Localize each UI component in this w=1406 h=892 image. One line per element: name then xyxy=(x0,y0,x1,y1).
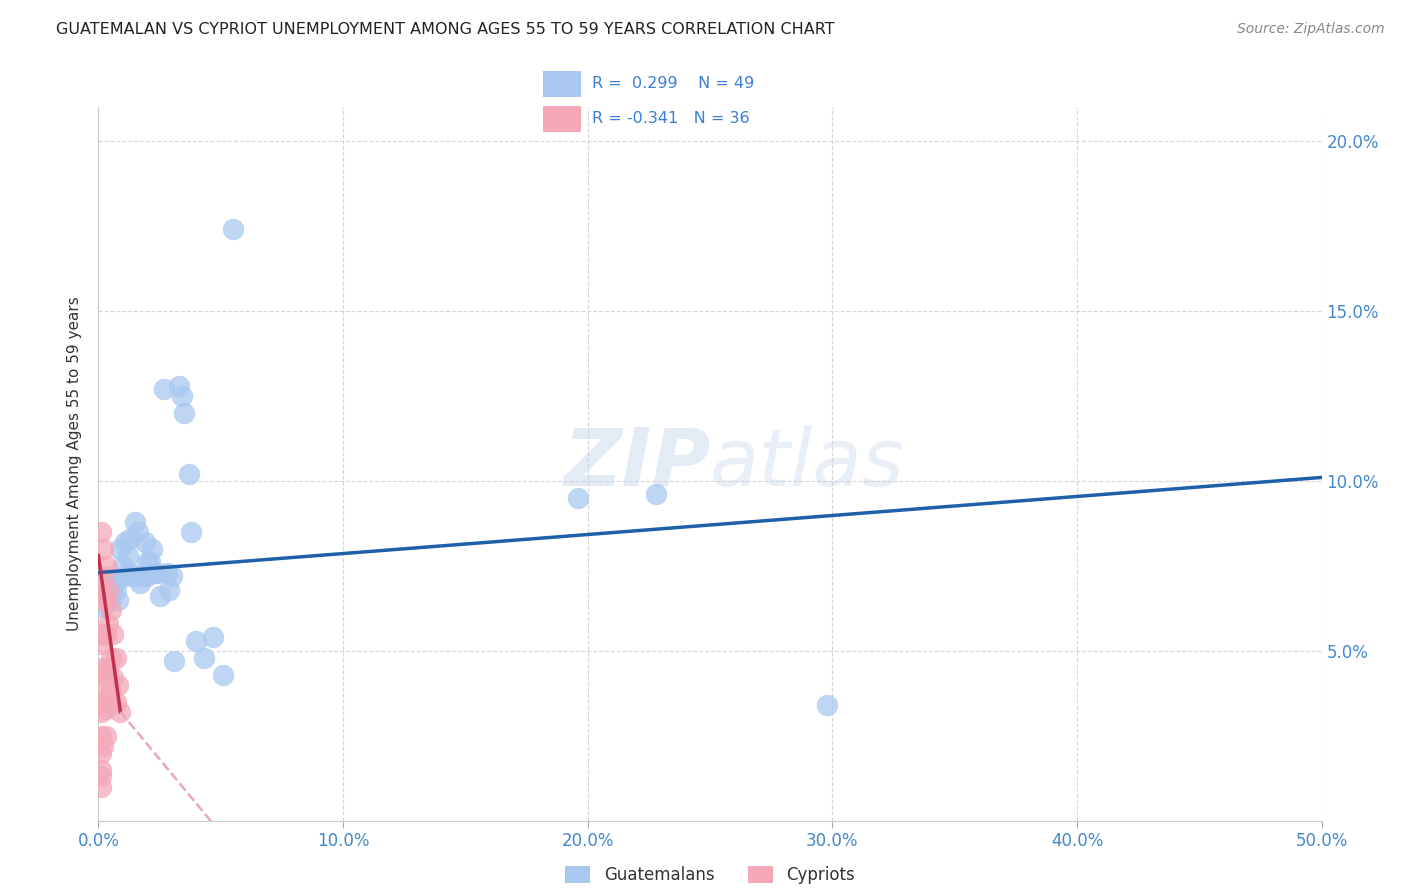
Y-axis label: Unemployment Among Ages 55 to 59 years: Unemployment Among Ages 55 to 59 years xyxy=(67,296,83,632)
Point xyxy=(97,582,120,597)
Point xyxy=(202,630,225,644)
Point xyxy=(91,541,114,556)
Point xyxy=(121,569,143,583)
Point xyxy=(100,603,122,617)
Text: atlas: atlas xyxy=(710,425,905,503)
Text: GUATEMALAN VS CYPRIOT UNEMPLOYMENT AMONG AGES 55 TO 59 YEARS CORRELATION CHART: GUATEMALAN VS CYPRIOT UNEMPLOYMENT AMONG… xyxy=(56,22,835,37)
Point xyxy=(156,566,179,580)
Point xyxy=(90,763,112,777)
Point xyxy=(163,654,186,668)
Point xyxy=(645,487,668,501)
Point xyxy=(120,566,142,580)
Point xyxy=(167,378,190,392)
Point xyxy=(212,667,235,681)
Point xyxy=(114,569,136,583)
Point xyxy=(91,739,114,753)
Point xyxy=(90,729,112,743)
Point xyxy=(91,626,114,640)
Point xyxy=(817,698,839,712)
Text: R =  0.299    N = 49: R = 0.299 N = 49 xyxy=(592,77,754,91)
Point xyxy=(111,558,134,573)
Point xyxy=(94,558,117,573)
Point xyxy=(107,678,129,692)
Point xyxy=(139,555,162,569)
Point xyxy=(90,582,112,597)
Point xyxy=(107,573,129,587)
FancyBboxPatch shape xyxy=(543,106,581,132)
Point xyxy=(90,678,112,692)
Text: Source: ZipAtlas.com: Source: ZipAtlas.com xyxy=(1237,22,1385,37)
Point xyxy=(91,599,114,614)
Point xyxy=(170,389,193,403)
Point xyxy=(107,592,129,607)
Point xyxy=(222,222,245,236)
Point xyxy=(97,661,120,675)
Point xyxy=(91,569,114,583)
Point xyxy=(91,579,114,593)
Point xyxy=(94,573,117,587)
Point xyxy=(101,626,124,640)
Point xyxy=(127,524,149,539)
Point xyxy=(110,705,132,719)
Point xyxy=(101,569,124,583)
Point xyxy=(90,746,112,760)
Point xyxy=(136,555,159,569)
Point xyxy=(120,532,142,546)
Point xyxy=(131,569,153,583)
Point xyxy=(90,769,112,783)
Point xyxy=(90,637,112,651)
Point xyxy=(160,569,183,583)
Text: ZIP: ZIP xyxy=(562,425,710,503)
Point xyxy=(101,579,124,593)
Point xyxy=(91,661,114,675)
Point xyxy=(94,592,117,607)
Point xyxy=(149,590,172,604)
Point xyxy=(90,524,112,539)
Point xyxy=(141,566,163,580)
Text: R = -0.341   N = 36: R = -0.341 N = 36 xyxy=(592,112,749,127)
Point xyxy=(173,406,195,420)
Point xyxy=(94,729,117,743)
Point xyxy=(186,633,208,648)
Point xyxy=(110,541,132,556)
Point xyxy=(91,695,114,709)
Point xyxy=(146,566,169,580)
Point xyxy=(100,650,122,665)
Point xyxy=(124,515,146,529)
Point xyxy=(94,701,117,715)
Point xyxy=(104,650,127,665)
Point xyxy=(141,541,163,556)
Point xyxy=(97,695,120,709)
Point xyxy=(134,535,156,549)
FancyBboxPatch shape xyxy=(543,71,581,97)
Point xyxy=(177,467,200,481)
Point xyxy=(567,491,589,505)
Legend: Guatemalans, Cypriots: Guatemalans, Cypriots xyxy=(558,859,862,891)
Point xyxy=(90,780,112,794)
Point xyxy=(94,667,117,681)
Point xyxy=(117,549,139,563)
Point xyxy=(114,535,136,549)
Point xyxy=(100,684,122,698)
Point xyxy=(91,592,114,607)
Point xyxy=(153,382,176,396)
Point xyxy=(97,616,120,631)
Point xyxy=(157,582,180,597)
Point xyxy=(94,626,117,640)
Point xyxy=(101,671,124,685)
Point xyxy=(104,582,127,597)
Point xyxy=(193,650,215,665)
Point xyxy=(104,695,127,709)
Point xyxy=(90,705,112,719)
Point xyxy=(136,569,159,583)
Point xyxy=(100,592,122,607)
Point xyxy=(143,566,166,580)
Point xyxy=(97,582,120,597)
Point xyxy=(129,575,152,590)
Point xyxy=(180,524,202,539)
